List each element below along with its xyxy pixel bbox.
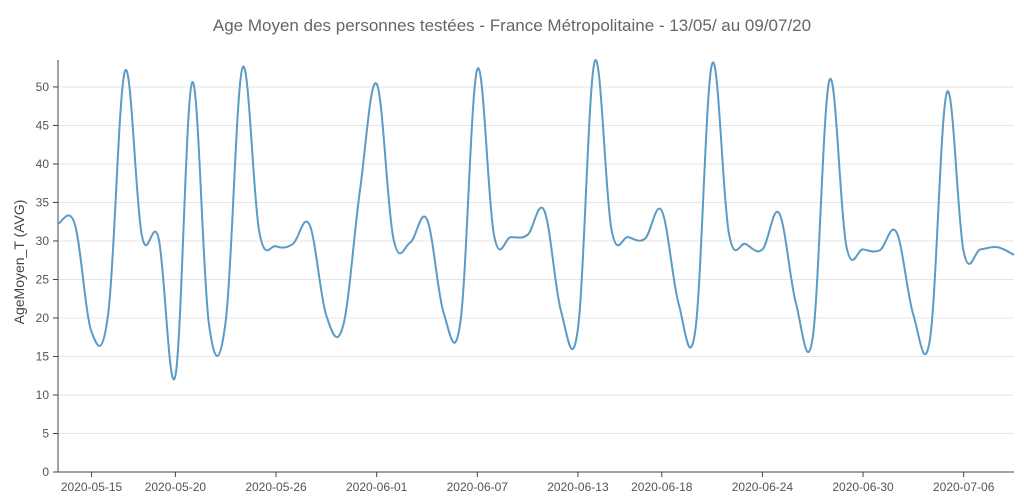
y-tick-label: 0 xyxy=(42,465,49,479)
y-axis-label: AgeMoyen_T (AVG) xyxy=(11,200,27,325)
y-tick-labels: 0 5 10 15 20 25 30 35 40 45 50 xyxy=(36,80,58,479)
x-tick-label: 2020-06-24 xyxy=(732,480,794,494)
series-lines xyxy=(57,59,1015,381)
x-tick-label: 2020-05-20 xyxy=(145,480,207,494)
x-tick-labels: 2020-05-15 2020-05-20 2020-05-26 2020-06-01… xyxy=(61,472,995,494)
y-tick-label: 10 xyxy=(36,388,50,402)
y-tick-label: 25 xyxy=(36,272,50,286)
y-tick-label: 20 xyxy=(36,311,50,325)
x-tick-label: 2020-07-06 xyxy=(933,480,995,494)
x-tick-label: 2020-06-13 xyxy=(547,480,609,494)
series-line-0 xyxy=(57,59,1015,381)
y-tick-label: 40 xyxy=(36,157,50,171)
y-tick-label: 30 xyxy=(36,234,50,248)
chart-title: Age Moyen des personnes testées - France… xyxy=(213,16,811,35)
x-tick-label: 2020-05-15 xyxy=(61,480,123,494)
y-tick-label: 5 xyxy=(42,426,49,440)
y-tick-label: 35 xyxy=(36,195,50,209)
x-tick-label: 2020-06-18 xyxy=(631,480,693,494)
x-tick-label: 2020-06-07 xyxy=(447,480,509,494)
grid-lines xyxy=(58,86,1014,434)
y-tick-label: 15 xyxy=(36,349,50,363)
y-tick-label: 45 xyxy=(36,118,50,132)
x-tick-label: 2020-05-26 xyxy=(245,480,307,494)
y-tick-label: 50 xyxy=(36,80,50,94)
x-tick-label: 2020-06-30 xyxy=(832,480,894,494)
x-tick-label: 2020-06-01 xyxy=(346,480,408,494)
